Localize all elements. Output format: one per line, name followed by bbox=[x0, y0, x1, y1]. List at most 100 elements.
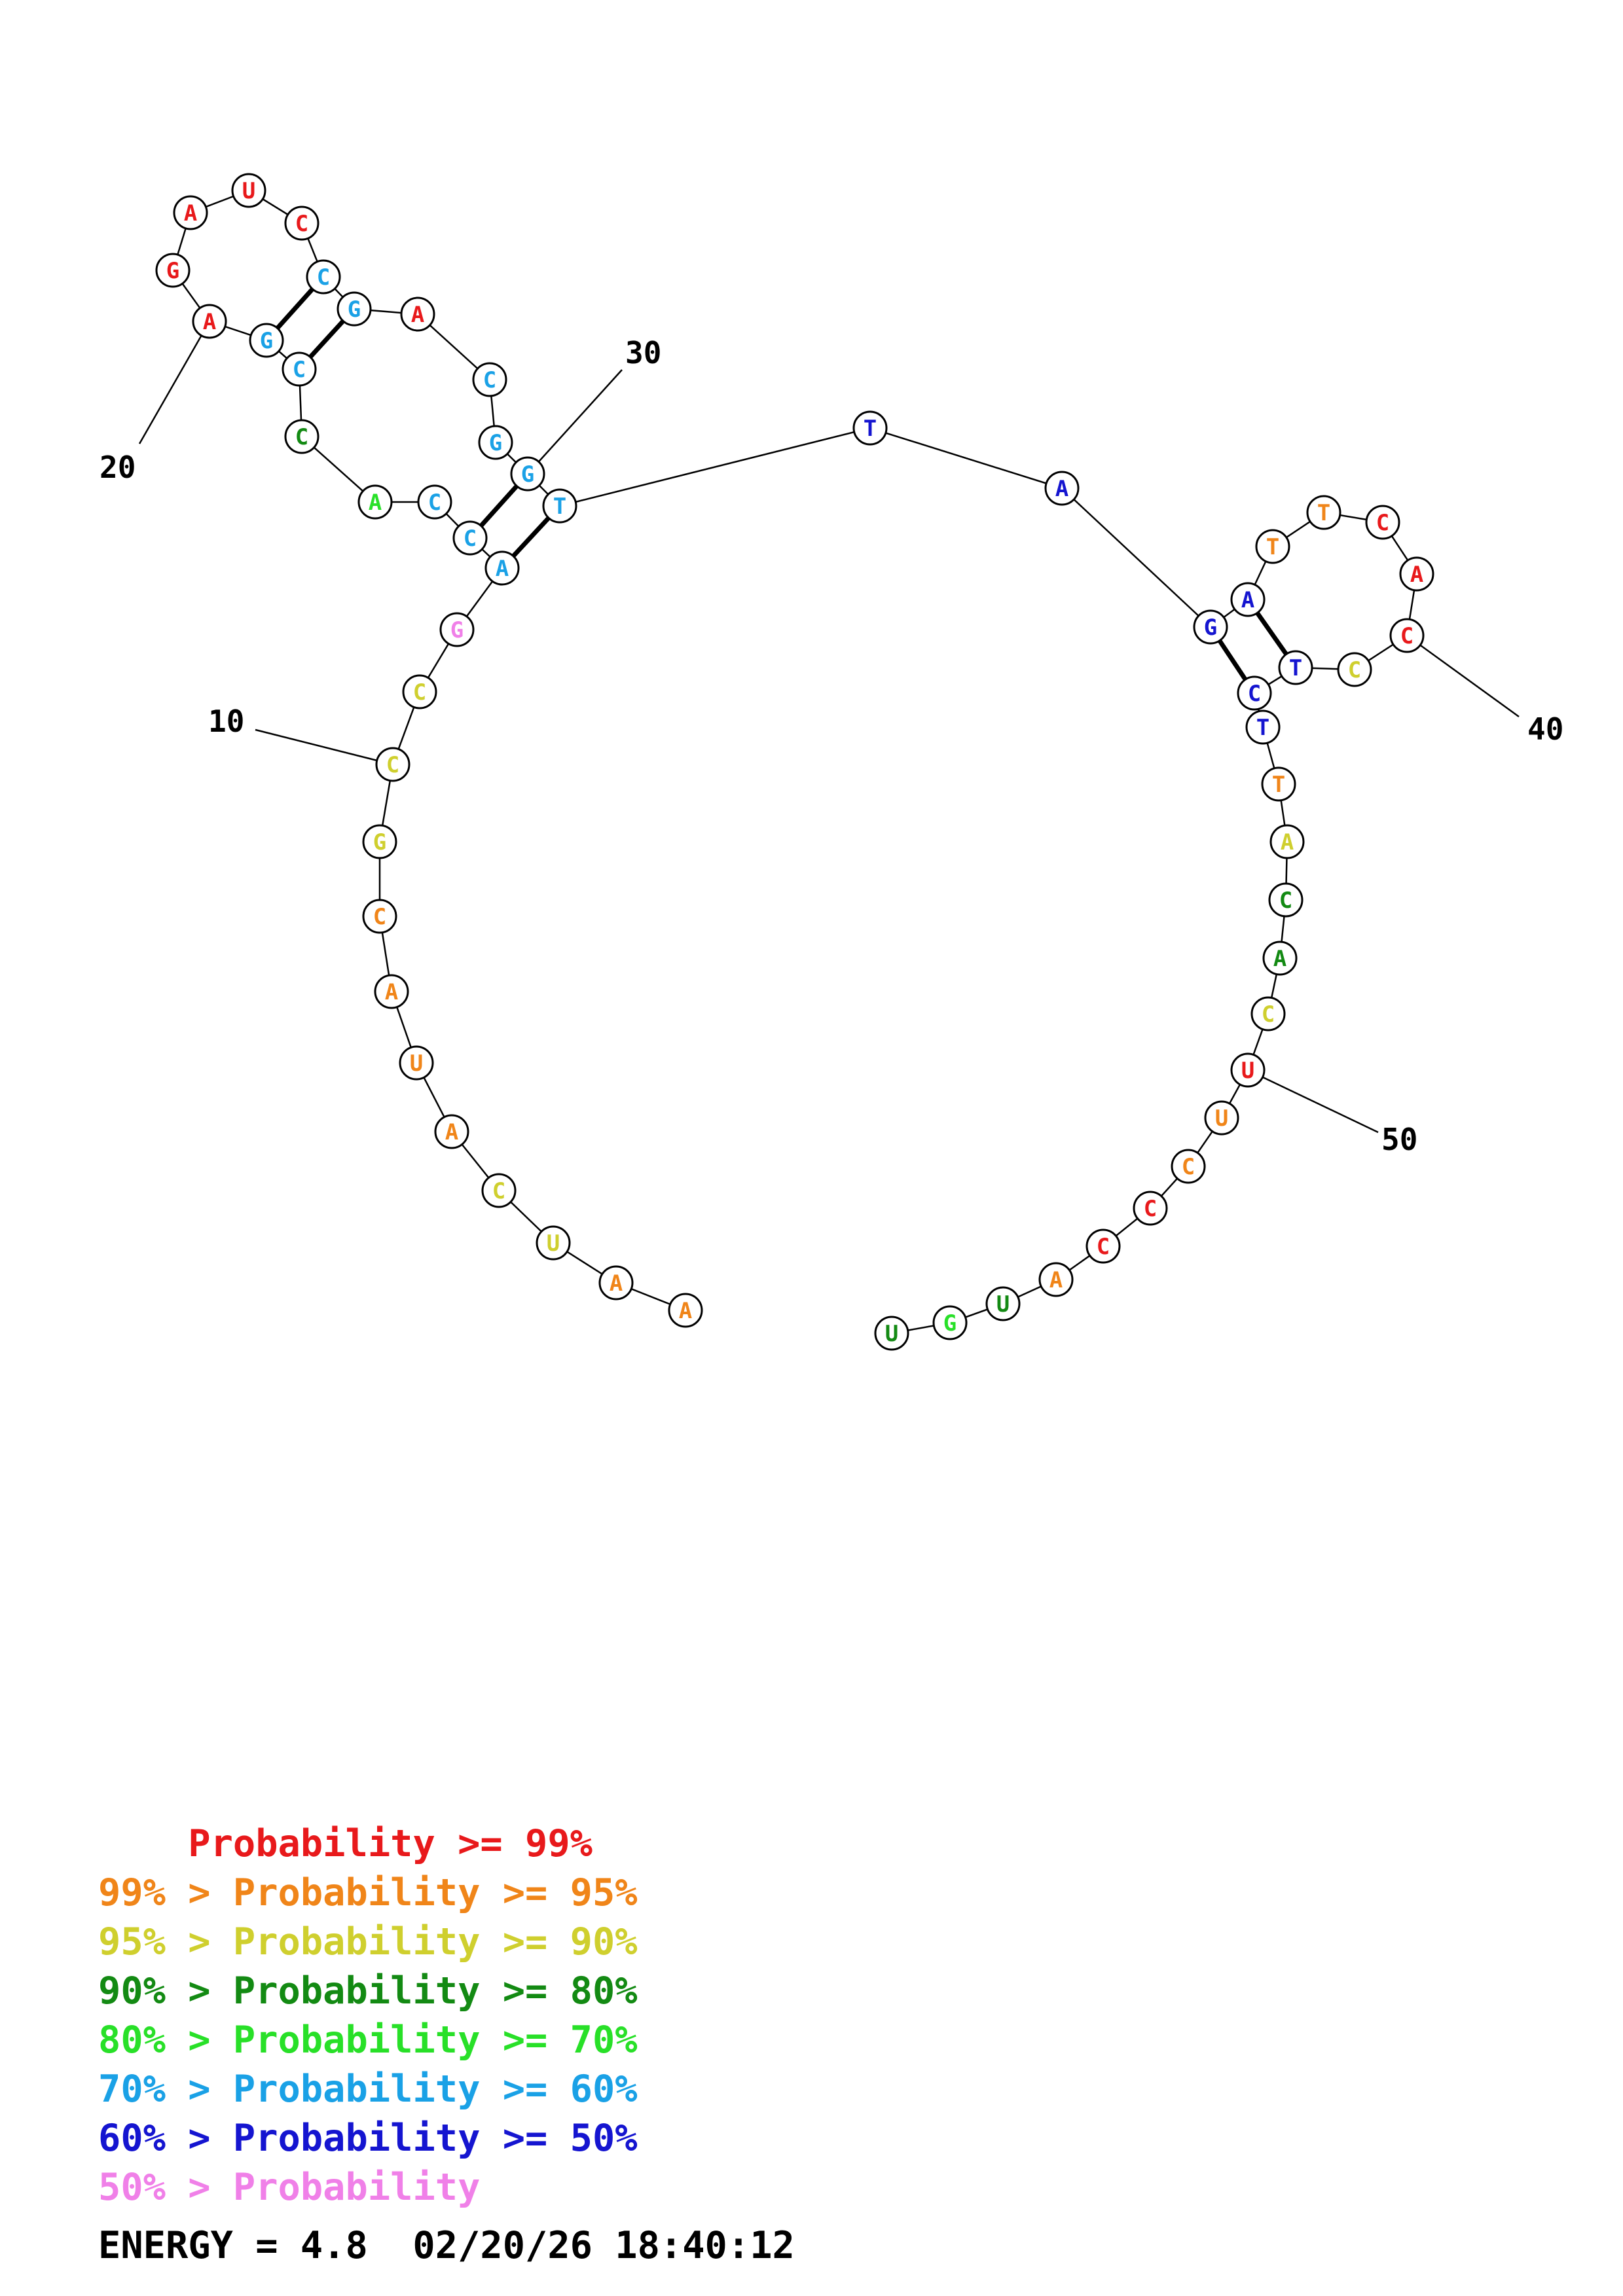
nucleotide-circle bbox=[1230, 582, 1266, 617]
nucleotide-54: C bbox=[1085, 1229, 1121, 1264]
legend-row: Probability >= 99% bbox=[98, 1820, 638, 1869]
nucleotide-circle bbox=[284, 206, 319, 241]
nucleotide-28: C bbox=[472, 362, 507, 397]
nucleotide-circle bbox=[1193, 609, 1228, 645]
nucleotide-base: A bbox=[496, 556, 509, 582]
nucleotide-49: C bbox=[1250, 996, 1286, 1031]
nucleotide-circle bbox=[402, 674, 437, 709]
nucleotide-base: A bbox=[610, 1270, 623, 1297]
nucleotide-25: C bbox=[306, 259, 341, 295]
nucleotide-circle bbox=[399, 1045, 434, 1081]
nucleotide-circle bbox=[510, 456, 545, 492]
nucleotide-circle bbox=[1245, 709, 1281, 745]
nucleotide-circle bbox=[282, 351, 317, 387]
probability-legend: Probability >= 99% 99% > Probability >= 9… bbox=[98, 1820, 638, 2212]
nucleotide-13: A bbox=[484, 550, 520, 586]
nucleotide-58: U bbox=[874, 1316, 909, 1351]
nucleotide-50: U bbox=[1230, 1052, 1266, 1088]
legend-prefix: 60% > bbox=[98, 2117, 233, 2160]
nucleotide-14: C bbox=[452, 520, 488, 556]
nucleotide-circle bbox=[1204, 1100, 1239, 1136]
nucleotide-circle bbox=[375, 747, 410, 782]
nucleotide-circle bbox=[362, 824, 397, 859]
legend-prefix: 70% > bbox=[98, 2068, 233, 2111]
nucleotide-circle bbox=[1255, 529, 1290, 564]
nucleotide-31: T bbox=[542, 488, 577, 524]
nucleotide-circle bbox=[1389, 618, 1425, 653]
nucleotide-circle bbox=[374, 974, 409, 1009]
nucleotide-circle bbox=[1171, 1149, 1206, 1184]
nucleotide-base: A bbox=[445, 1119, 458, 1145]
nucleotide-base: T bbox=[1272, 772, 1285, 798]
nucleotide-base: U bbox=[885, 1321, 898, 1347]
nucleotide-30: G bbox=[510, 456, 545, 492]
legend-label: Probability bbox=[232, 2166, 481, 2209]
nucleotide-base: C bbox=[464, 526, 477, 552]
nucleotide-base: C bbox=[317, 264, 330, 291]
nucleotide-base: C bbox=[386, 752, 399, 778]
nucleotide-circle bbox=[542, 488, 577, 524]
legend-row: 90% > Probability >= 80% bbox=[98, 1967, 638, 2016]
nucleotide-base: G bbox=[260, 328, 273, 354]
nucleotide-circle bbox=[357, 484, 393, 520]
nucleotide-base: C bbox=[295, 424, 308, 450]
nucleotide-base: C bbox=[492, 1178, 505, 1204]
nucleotide-base: A bbox=[1241, 587, 1254, 613]
legend-prefix bbox=[98, 1822, 188, 1865]
legend-row: 80% > Probability >= 70% bbox=[98, 2016, 638, 2065]
nucleotide-39: A bbox=[1399, 556, 1434, 592]
nucleotide-15: C bbox=[417, 484, 452, 520]
nucleotide-circle bbox=[1044, 471, 1080, 506]
nucleotide-circle bbox=[472, 362, 507, 397]
nucleotide-base: C bbox=[428, 490, 441, 516]
nucleotide-base: A bbox=[1281, 829, 1294, 855]
nucleotide-circle bbox=[231, 173, 266, 208]
legend-label: Probability >= 70% bbox=[232, 2018, 638, 2062]
legend-row: 60% > Probability >= 50% bbox=[98, 2114, 638, 2163]
nucleotide-3: U bbox=[536, 1225, 571, 1261]
position-label-50: 50 bbox=[1381, 1122, 1417, 1157]
nucleotide-16: A bbox=[357, 484, 393, 520]
nucleotide-circle bbox=[852, 410, 888, 446]
nucleotide-circle bbox=[249, 323, 284, 358]
nucleotide-32: T bbox=[852, 410, 888, 446]
nucleotide-circle bbox=[1269, 824, 1305, 859]
nucleotide-33: A bbox=[1044, 471, 1080, 506]
nucleotide-20: A bbox=[192, 304, 227, 339]
position-label-10: 10 bbox=[208, 704, 244, 739]
position-label-30: 30 bbox=[625, 335, 661, 370]
nucleotide-circle bbox=[985, 1286, 1021, 1321]
nucleotide-base: C bbox=[1097, 1234, 1110, 1260]
nucleotide-38: C bbox=[1365, 505, 1400, 540]
nucleotide-base: G bbox=[1204, 615, 1217, 641]
nucleotide-base: C bbox=[1376, 510, 1389, 536]
nucleotide-9: G bbox=[362, 824, 397, 859]
nucleotide-45: T bbox=[1261, 766, 1296, 802]
nucleotide-base: U bbox=[547, 1230, 560, 1257]
nucleotide-base: C bbox=[1144, 1196, 1157, 1222]
nucleotide-circle bbox=[192, 304, 227, 339]
nucleotide-21: G bbox=[155, 253, 191, 288]
nucleotide-5: A bbox=[434, 1114, 469, 1149]
nucleotide-base: G bbox=[373, 829, 386, 855]
nucleotide-base: C bbox=[295, 211, 308, 237]
nucleotide-12: G bbox=[439, 612, 475, 647]
nucleotide-56: U bbox=[985, 1286, 1021, 1321]
nucleotide-circle bbox=[400, 296, 435, 332]
nucleotide-4: C bbox=[481, 1173, 517, 1208]
nucleotide-circle bbox=[484, 550, 520, 586]
legend-row: 50% > Probability bbox=[98, 2163, 638, 2212]
nucleotide-circle bbox=[1365, 505, 1400, 540]
nucleotide-circle bbox=[155, 253, 191, 288]
nucleotide-52: C bbox=[1171, 1149, 1206, 1184]
nucleotide-10: C bbox=[375, 747, 410, 782]
nucleotide-19: G bbox=[249, 323, 284, 358]
nucleotide-26: G bbox=[337, 291, 372, 327]
backbone bbox=[172, 189, 1418, 1335]
nucleotide-48: A bbox=[1262, 941, 1298, 976]
nucleotide-23: U bbox=[231, 173, 266, 208]
nucleotide-base: G bbox=[489, 430, 502, 456]
nucleotide-base: C bbox=[1248, 681, 1261, 707]
nucleotide-circle bbox=[1278, 650, 1313, 685]
